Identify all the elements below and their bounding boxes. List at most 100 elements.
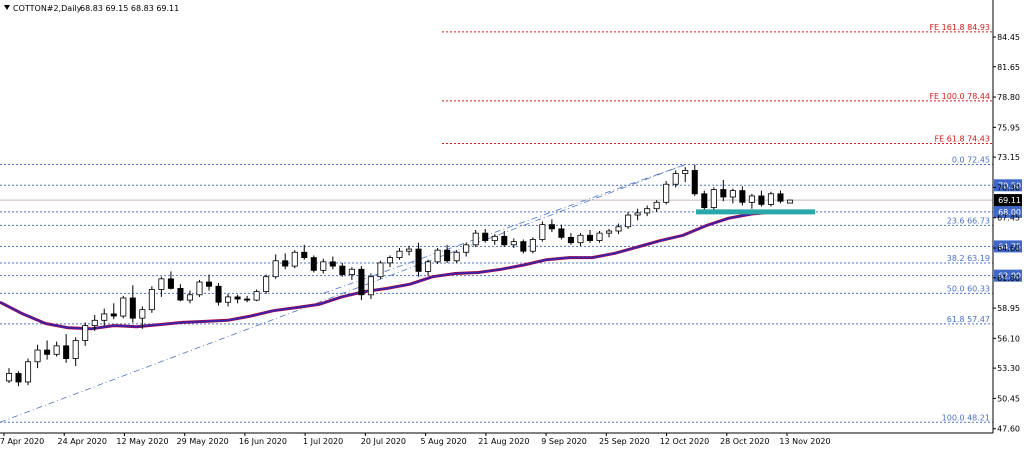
fib-level-label: FE 61.8 74.43 [935,135,990,144]
price-tick-label: 58.95 [997,304,1020,313]
candle-body [120,297,127,317]
candle-body [234,296,241,300]
menu-triangle-icon[interactable] [4,5,10,10]
candle-body [720,189,727,198]
candle-body [25,361,32,383]
candle-body [567,236,574,244]
candle-body [606,230,613,234]
fib-level-label: 61.8 57.47 [947,315,990,324]
candle-body [186,294,193,301]
zone-layer [696,209,815,215]
time-tick-label: 12 May 2020 [116,437,168,446]
chart-header: COTTON#2,Daily 68.83 69.15 68.83 69.11 [4,4,179,13]
candle-body [158,278,165,290]
current-price-label: 69.11 [998,196,1021,205]
price-tick-label: 53.30 [997,364,1020,373]
candle-body [634,212,641,216]
time-tick-label: 24 Apr 2020 [57,437,106,446]
candle-body [539,224,546,240]
fib-level-label: FE 100.0 78.44 [929,92,990,101]
candle-body [710,189,717,209]
candle-body [682,170,689,174]
candle-body [244,298,251,301]
time-tick-label: 20 Jul 2020 [361,437,406,446]
candle-body [196,281,203,296]
ohlc-readout: 68.83 69.15 68.83 69.11 [80,4,179,13]
candle-body [139,309,146,319]
candle-body [272,260,279,278]
level-badge-label: 64.75 [998,242,1021,251]
candle-body [739,190,746,203]
time-tick-label: 13 Nov 2020 [779,437,830,446]
time-tick-label: 1 Jul 2020 [303,437,343,446]
candle-body [34,349,41,363]
level-badge-label: 70.50 [998,181,1021,190]
candle-body [548,224,555,230]
candle-body [148,289,155,311]
price-tick-label: 81.65 [997,63,1020,72]
fib-level-label: 0.0 72.45 [952,156,990,165]
level-badge-label: 62.00 [998,272,1021,281]
candle-body [767,193,774,205]
candle-body [177,288,184,301]
price-tick-label: 67.45 [997,214,1020,223]
candle-body [282,260,289,267]
support-zone [696,209,815,215]
candle-body [329,261,336,267]
level-badge [994,179,1022,192]
candle-body [596,232,603,241]
candle-body [586,234,594,241]
price-tick-label: 61.80 [997,274,1020,283]
candles-layer [5,164,794,387]
candle-body [625,214,632,228]
ma-layer [0,210,797,331]
candle-body [558,228,565,238]
time-tick-label: 21 Aug 2020 [478,437,529,446]
candle-body [291,251,298,267]
price-tick-label: 78.80 [997,93,1020,102]
candle-body [663,183,670,203]
fib-trend-line [0,164,686,423]
candle-body [63,345,70,359]
time-tick-label: 16 Jun 2020 [239,437,287,446]
candle-body [701,193,708,209]
candle-body [320,261,327,271]
moving-average-red [0,210,797,331]
candle-body [253,291,260,301]
fib-level-label: 50.0 60.33 [947,284,990,293]
fib-level-label: FE 161.8 84.93 [929,23,990,32]
fib-level-label: 100.0 48.21 [942,413,990,422]
moving-average-blue [0,211,797,330]
candle-body [53,345,60,355]
time-tick-label: 29 May 2020 [177,437,229,446]
candle-body [367,276,374,296]
candle-body [653,201,660,210]
time-tick-label: 7 Apr 2020 [0,437,44,446]
time-tick-label: 12 Oct 2020 [660,437,709,446]
candle-body [529,239,536,252]
levels-layer: FE 161.8 84.93 FE 100.0 78.44 FE 61.8 74.4… [0,23,1022,423]
candle-body [225,296,232,303]
candle-body [310,257,317,271]
candle-body [444,249,451,262]
candle-body [482,232,489,241]
candle-body [377,262,384,278]
candle-body [358,268,365,296]
candle-body [91,319,98,327]
candle-body [472,232,479,246]
candle-body [167,278,174,289]
candle-body [691,170,698,195]
candle-body [82,325,89,341]
candle-body [415,248,422,272]
candle-body [339,265,346,275]
price-tick-label: 64.60 [997,244,1020,253]
candle-body [110,313,117,317]
price-tick-label: 75.95 [997,123,1020,132]
candle-body [520,241,527,252]
candle-body [748,195,755,203]
candle-body [425,261,432,272]
candle-body [672,173,679,185]
time-tick-label: 5 Aug 2020 [421,437,467,446]
